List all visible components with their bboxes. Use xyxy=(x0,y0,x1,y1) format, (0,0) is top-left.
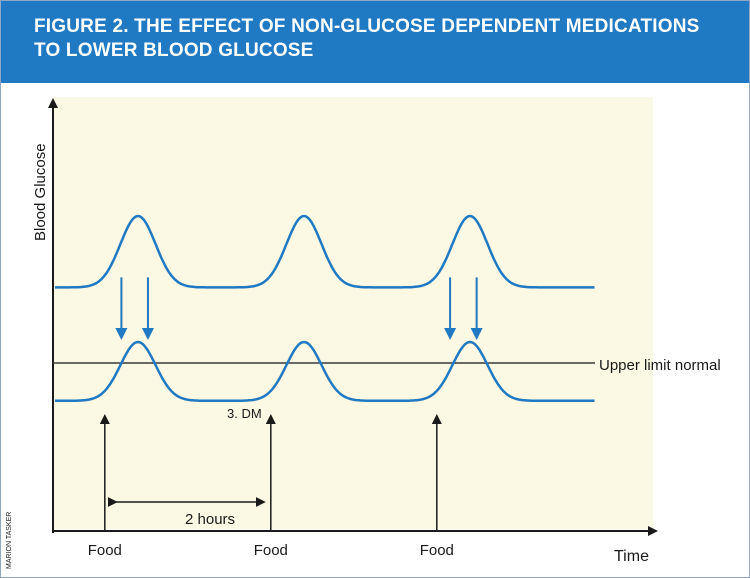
illustrator-credit: MARION TASKER xyxy=(6,512,13,569)
chart-marks: Food Food Food xyxy=(88,277,483,559)
figure-header: FIGURE 2. THE EFFECT OF NON-GLUCOSE DEPE… xyxy=(1,1,749,83)
x-axis-label: Time xyxy=(614,548,649,565)
figure-title-line-1: FIGURE 2. THE EFFECT OF NON-GLUCOSE DEPE… xyxy=(34,16,700,37)
series-treated-curve xyxy=(55,340,595,403)
food-label: Food xyxy=(88,542,122,559)
curve-label: 3. DM xyxy=(227,406,262,421)
plot-background xyxy=(53,97,653,529)
upper-limit-label: Upper limit normal xyxy=(599,357,721,374)
y-axis-label: Blood Glucose xyxy=(32,143,49,241)
interval-label: 2 hours xyxy=(185,511,235,528)
figure-title: FIGURE 2. THE EFFECT OF NON-GLUCOSE DEPE… xyxy=(34,15,734,63)
series-untreated-curve xyxy=(55,214,595,289)
food-label: Food xyxy=(420,542,454,559)
food-label: Food xyxy=(254,542,288,559)
figure-title-line-2: TO LOWER BLOOD GLUCOSE xyxy=(34,40,314,61)
